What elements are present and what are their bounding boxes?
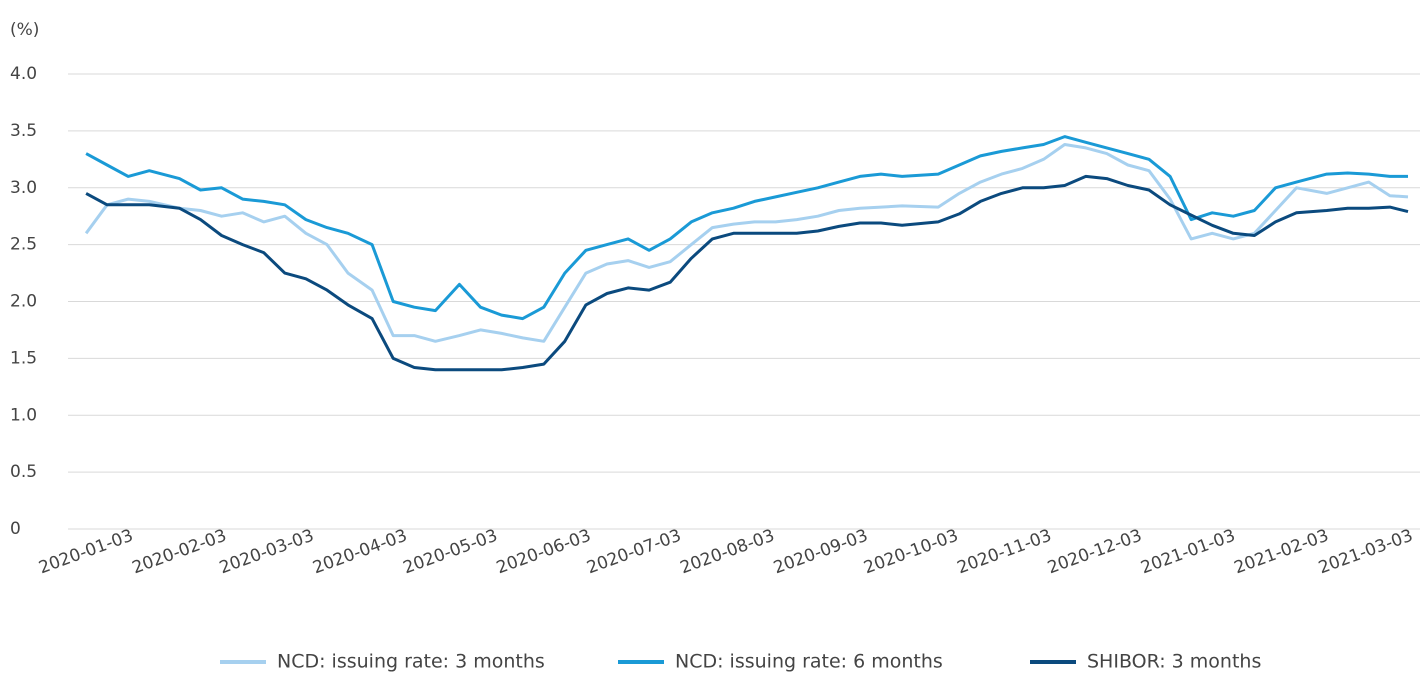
- x-tick-label: 2021-01-03: [1138, 526, 1238, 579]
- x-tick-label: 2020-07-03: [584, 526, 684, 579]
- x-tick-label: 2020-06-03: [494, 526, 594, 579]
- legend-label: NCD: issuing rate: 6 months: [675, 651, 943, 673]
- x-tick-label: 2020-11-03: [955, 526, 1055, 579]
- line-series: [84, 143, 1409, 343]
- y-tick-label: 2.5: [10, 235, 37, 255]
- y-tick-label: 0: [10, 519, 21, 539]
- x-tick-label: 2020-12-03: [1045, 526, 1145, 579]
- x-tick-label: 2020-01-03: [36, 526, 136, 579]
- y-tick-label: 1.5: [10, 348, 37, 368]
- x-tick-label: 2020-10-03: [861, 526, 961, 579]
- x-tick-label: 2020-02-03: [130, 526, 230, 579]
- x-tick-label: 2021-03-03: [1316, 526, 1416, 579]
- y-tick-label: 4.0: [10, 64, 37, 84]
- x-tick-label: 2021-02-03: [1232, 526, 1332, 579]
- y-tick-label: 0.5: [10, 462, 37, 482]
- x-tick-label: 2020-05-03: [401, 526, 501, 579]
- x-tick-label: 2020-04-03: [310, 526, 410, 579]
- line-series: [85, 135, 1408, 321]
- legend-label: NCD: issuing rate: 3 months: [277, 651, 545, 673]
- legend-label: SHIBOR: 3 months: [1087, 651, 1261, 673]
- legend: NCD: issuing rate: 3 months NCD: issuing …: [220, 651, 1261, 673]
- y-tick-label: 1.0: [10, 405, 37, 425]
- line-series: [85, 174, 1409, 372]
- y-tick-label: 2.0: [10, 292, 37, 312]
- y-tick-label: 3.5: [10, 121, 37, 141]
- x-tick-label: 2020-09-03: [771, 526, 871, 579]
- y-tick-label: 3.0: [10, 178, 37, 198]
- x-tick-label: 2020-03-03: [217, 526, 317, 579]
- x-tick-label: 2020-08-03: [678, 526, 778, 579]
- y-axis-label: (%): [10, 20, 39, 40]
